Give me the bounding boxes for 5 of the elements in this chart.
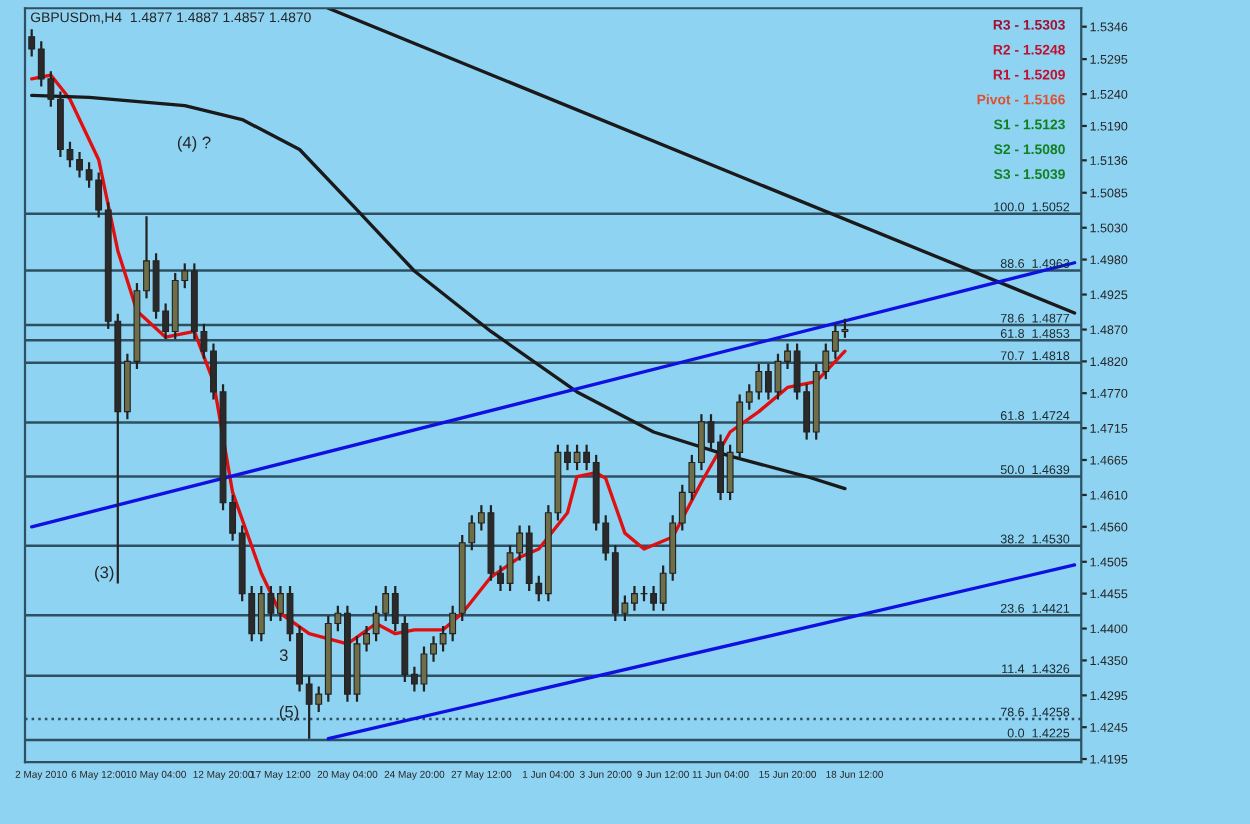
- annotation: (3): [95, 565, 114, 582]
- annotation: 3: [279, 649, 288, 662]
- annotation: (4) ?: [177, 136, 211, 152]
- line-series: [30, 73, 847, 646]
- annotation: (5): [279, 705, 299, 721]
